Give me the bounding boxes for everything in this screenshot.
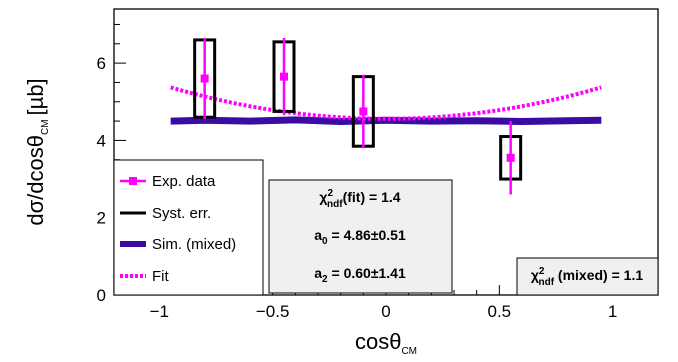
legend-label-exp-data: Exp. data (152, 173, 216, 190)
data-point (200, 74, 209, 83)
legend-entry-syst-err: Syst. err. (120, 205, 211, 222)
y-tick-label: 6 (97, 54, 106, 73)
legend-entry-fit: Fit (120, 268, 169, 285)
legend-label-fit: Fit (152, 268, 169, 285)
x-tick-label: −0.5 (256, 302, 290, 321)
y-tick-label: 4 (97, 131, 106, 150)
legend-entry-sim-mixed: Sim. (mixed) (120, 236, 236, 253)
fit-line (170, 85, 602, 121)
data-point (359, 107, 368, 116)
x-tick-label: 0 (381, 302, 390, 321)
fit-chi2-text: χ2 ndf(fit) = 1.4 (319, 188, 400, 210)
legend-marker-exp-data (129, 177, 137, 185)
mixed-info-background (516, 257, 659, 296)
mixed-chi2-text: χ2 ndf (mixed) = 1.1 (531, 266, 643, 288)
fit-a2-text: a2 = 0.60±1.41 (314, 265, 406, 285)
data-point (506, 153, 515, 162)
x-tick-label: 0.5 (488, 302, 512, 321)
legend-label-sim-mixed: Sim. (mixed) (152, 236, 236, 253)
data-point (280, 72, 288, 81)
x-axis-title: cosθCM (355, 329, 417, 357)
x-tick-label: −1 (150, 302, 169, 321)
legend-entry-exp-data: Exp. data (120, 173, 216, 190)
sim-mixed-curve (170, 116, 602, 125)
y-tick-label: 2 (97, 209, 106, 228)
fit-info-background (268, 179, 453, 294)
legend-label-syst-err: Syst. err. (152, 205, 211, 222)
x-tick-label: 1 (608, 302, 617, 321)
exp-data-points (200, 37, 515, 195)
legend: Exp. data Syst. err. Sim. (mixed) Fit (113, 159, 264, 296)
mixed-info-box: χ2 ndf (mixed) = 1.1 (516, 257, 659, 296)
sim-mixed-line (170, 116, 602, 125)
fit-a0-text: a0 = 4.86±0.51 (314, 227, 406, 247)
legend-box (113, 159, 264, 296)
y-axis-title: dσ/dcosθCM[µb] (23, 78, 51, 225)
fit-curve (170, 85, 602, 121)
syst-error-boxes (193, 38, 523, 181)
fit-info-box: χ2 ndf(fit) = 1.4 a0 = 4.86±0.51 a2 = 0.6… (268, 179, 453, 294)
y-tick-label: 0 (97, 286, 106, 305)
